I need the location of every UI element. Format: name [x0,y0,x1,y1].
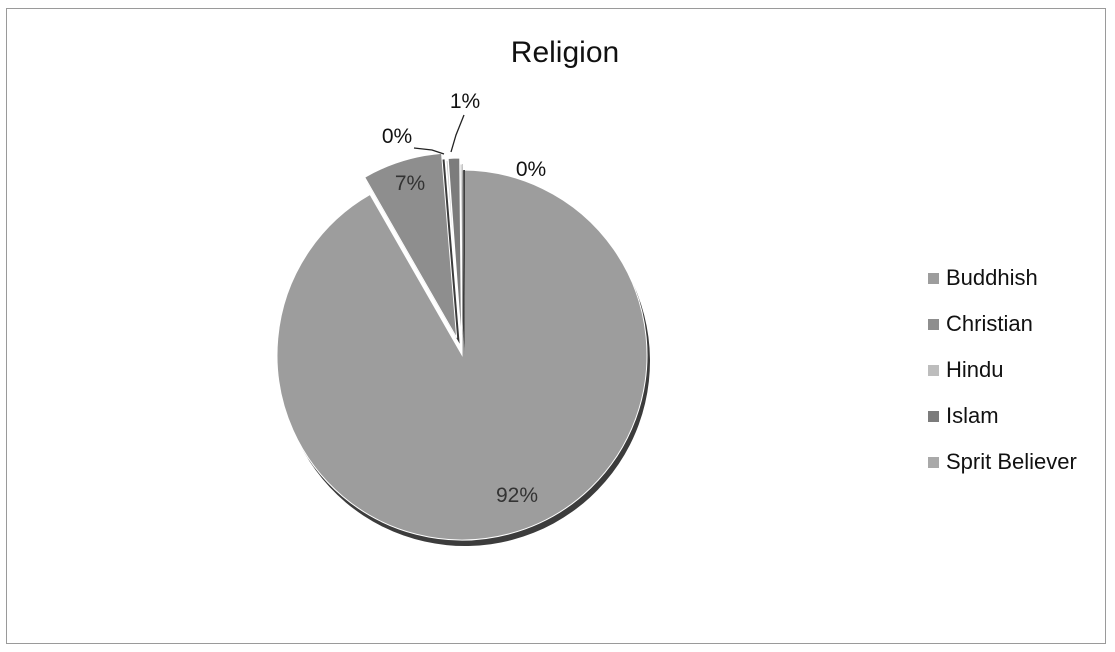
legend-label: Sprit Believer [946,449,1077,474]
chart-legend: Buddhish Christian Hindu Islam Sprit Believe… [928,255,1077,485]
legend-label: Buddhish [946,265,1038,290]
data-label-hindu: 0% [382,125,412,148]
legend-swatch [928,410,939,422]
data-label-christian: 7% [395,172,425,195]
data-labels: 92% 7% 0% 1% 0% [382,90,546,507]
legend-label: Christian [946,311,1033,336]
legend-swatch [928,364,939,376]
legend-item-christian: Christian [928,301,1077,347]
legend-label: Islam [946,403,999,428]
pie-slice-shadow-sprit-believer [463,170,465,356]
leader-line-hindu [413,147,445,155]
legend-item-buddhish: Buddhish [928,255,1077,301]
pie-slice-buddhish [276,169,648,541]
data-label-buddhish: 92% [496,484,538,507]
legend-item-sprit-believer: Sprit Believer [928,439,1077,485]
chart-title: Religion [510,36,620,69]
legend-swatch [928,456,939,468]
legend-label: Hindu [946,357,1004,382]
data-label-islam: 1% [450,90,480,113]
leader-lines [413,114,465,155]
pie-slice-sprit-believer [459,163,463,350]
legend-item-islam: Islam [928,393,1077,439]
pie-slice-islam [447,157,463,344]
legend-swatch [928,272,939,284]
pie-slices [276,152,651,546]
legend-swatch [928,318,939,330]
leader-line-islam [450,114,465,153]
data-label-sprit-believer: 0% [516,158,546,181]
legend-item-hindu: Hindu [928,347,1077,393]
